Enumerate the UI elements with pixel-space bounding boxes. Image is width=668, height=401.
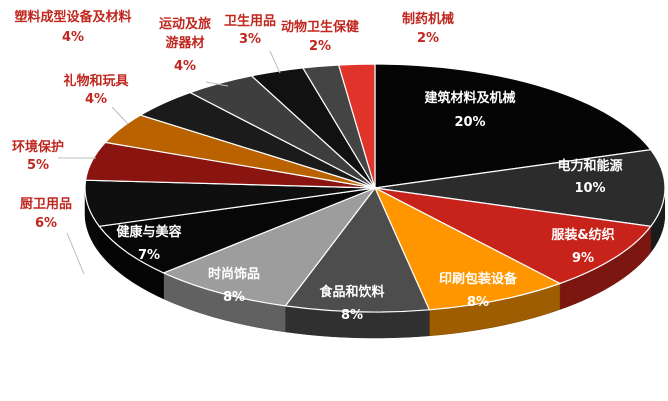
pie-slice-0	[374, 63, 652, 189]
pie-slice-1	[374, 149, 666, 227]
slice-value-0: 20%	[454, 115, 485, 130]
pie-slice-2	[374, 187, 652, 285]
slice-value-8: 5%	[27, 158, 49, 173]
slice-label-13: 动物卫生保健	[281, 19, 359, 35]
slice-label-10: 塑料成型设备及材料	[14, 9, 131, 25]
slice-label-14: 制药机械	[402, 11, 454, 27]
pie-slice-14	[337, 63, 376, 189]
slice-value-13: 2%	[309, 39, 331, 54]
pie-tops	[84, 63, 666, 313]
leader-line-7	[66, 232, 85, 275]
slice-label-1: 电力和能源	[557, 158, 622, 174]
slice-value-6: 7%	[138, 248, 160, 263]
slice-value-2: 9%	[572, 251, 594, 266]
leader-line-11	[205, 81, 229, 87]
slice-label-11: 运动及旅	[159, 16, 211, 32]
pie-slice-4	[284, 186, 431, 313]
leader-line-9	[111, 106, 129, 125]
pie-labels: 建筑材料及机械 20% 电力和能源 10% 服装&纺织 9% 印刷包装设备 8% 食品和饮料 8%…	[12, 9, 623, 323]
slice-label-2: 服装&纺织	[551, 227, 614, 243]
slice-value-11: 4%	[174, 59, 196, 74]
slice-label-9: 礼物和玩具	[63, 73, 128, 89]
slice-value-4: 8%	[341, 308, 363, 323]
slice-label-4: 食品和饮料	[319, 284, 384, 300]
slice-label-7: 厨卫用品	[20, 197, 72, 212]
slice-label-6: 健康与美容	[116, 224, 181, 240]
leader-line-12	[269, 50, 281, 74]
slice-label-8: 环境保护	[12, 139, 64, 155]
pie-slice-6	[98, 187, 376, 274]
slice-value-12: 3%	[239, 32, 261, 47]
slice-value-10: 4%	[62, 30, 84, 45]
slice-value-9: 4%	[85, 92, 107, 107]
pie-slice-3	[373, 186, 562, 311]
slice-label-0: 建筑材料及机械	[424, 90, 515, 106]
slice-label-cont-11: 游器材	[165, 35, 204, 51]
slice-label-3: 印刷包装设备	[439, 271, 518, 287]
slice-value-5: 8%	[223, 290, 245, 305]
slice-value-14: 2%	[417, 31, 439, 46]
slice-value-3: 8%	[467, 295, 489, 310]
pie-slice-5	[162, 186, 377, 307]
slice-label-5: 时尚饰品	[208, 266, 260, 282]
slice-value-1: 10%	[574, 181, 605, 196]
slice-label-12: 卫生用品	[224, 13, 276, 29]
pie-sides	[84, 188, 666, 339]
slice-value-7: 6%	[35, 216, 57, 231]
